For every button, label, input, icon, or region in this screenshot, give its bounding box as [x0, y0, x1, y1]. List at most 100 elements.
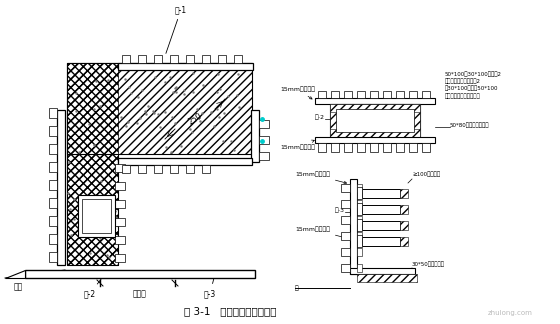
Bar	[170, 165, 178, 173]
Bar	[357, 143, 365, 152]
Bar	[57, 110, 65, 265]
Bar	[331, 91, 339, 98]
Text: zhulong.com: zhulong.com	[488, 310, 533, 316]
Bar	[170, 55, 178, 63]
Bar	[330, 129, 420, 137]
Bar	[341, 184, 350, 192]
Bar	[259, 152, 269, 160]
Bar	[370, 143, 378, 152]
Bar	[362, 221, 400, 230]
Bar	[362, 205, 400, 214]
Text: 钢管: 钢管	[13, 282, 22, 291]
Text: 15mm厚多层板: 15mm厚多层板	[295, 226, 347, 239]
Bar	[330, 104, 338, 137]
Bar	[400, 221, 408, 230]
Bar	[115, 236, 125, 244]
Bar	[186, 55, 194, 63]
Bar	[344, 91, 352, 98]
Bar	[383, 143, 391, 152]
Bar	[315, 137, 435, 143]
Bar	[357, 274, 417, 282]
Text: 30*50元通竹模板: 30*50元通竹模板	[412, 261, 445, 267]
Bar	[341, 232, 350, 240]
Bar	[412, 104, 420, 137]
Bar	[49, 126, 57, 136]
Bar	[336, 109, 414, 132]
Text: 15mm厚多层板: 15mm厚多层板	[280, 87, 315, 99]
Bar	[218, 55, 226, 63]
Bar	[422, 143, 430, 152]
Bar	[409, 143, 417, 152]
Bar	[357, 216, 362, 224]
Text: 模-2: 模-2	[315, 114, 325, 120]
Bar	[49, 198, 57, 208]
Bar	[344, 143, 352, 152]
Bar	[118, 63, 253, 70]
Text: 图 3-1   外框架梁模板配置图: 图 3-1 外框架梁模板配置图	[184, 306, 276, 316]
Text: 15mm厚多层板: 15mm厚多层板	[295, 171, 347, 184]
Bar	[25, 270, 255, 278]
Bar	[396, 143, 404, 152]
Bar	[49, 216, 57, 226]
Text: 模-1: 模-1	[166, 5, 187, 53]
Text: 模-3: 模-3	[204, 277, 216, 298]
Bar	[202, 55, 210, 63]
Bar	[186, 165, 194, 173]
Bar	[49, 180, 57, 190]
Bar	[357, 184, 362, 192]
Bar	[400, 205, 408, 214]
Bar	[234, 55, 242, 63]
Bar	[154, 165, 162, 173]
Bar	[357, 219, 362, 231]
Bar	[357, 264, 362, 272]
Bar	[122, 165, 130, 173]
Bar	[115, 254, 125, 262]
Bar	[396, 91, 404, 98]
Bar	[341, 200, 350, 208]
Bar	[122, 55, 130, 63]
Bar	[370, 91, 378, 98]
Bar	[49, 108, 57, 118]
Bar	[357, 187, 362, 199]
Bar	[357, 248, 362, 256]
Text: 模: 模	[295, 285, 298, 291]
Bar	[331, 143, 339, 152]
Bar	[357, 91, 365, 98]
Bar	[115, 182, 125, 190]
Bar	[357, 200, 362, 208]
Bar	[67, 63, 118, 265]
Bar	[49, 252, 57, 262]
Bar	[138, 165, 146, 173]
Bar	[330, 104, 420, 112]
Bar	[115, 200, 125, 208]
Bar	[138, 55, 146, 63]
Bar	[400, 237, 408, 246]
Bar	[49, 234, 57, 244]
Bar	[115, 164, 125, 172]
Bar	[341, 264, 350, 272]
Bar	[259, 120, 269, 128]
Text: 15mm厚多层板: 15mm厚多层板	[280, 140, 315, 150]
Bar	[362, 189, 400, 198]
Bar	[78, 195, 115, 237]
Bar	[49, 144, 57, 154]
Bar	[259, 136, 269, 144]
Bar	[67, 63, 252, 154]
Bar	[330, 104, 420, 137]
Bar	[251, 110, 259, 162]
Polygon shape	[5, 270, 25, 278]
Text: 模-2: 模-2	[84, 276, 103, 298]
Bar	[357, 232, 362, 240]
Text: 50*100、30*100木方各2
根，叠放，钉牢。其中2
根30*100木方凿50*100
木方刨成（须室面刨光）: 50*100、30*100木方各2 根，叠放，钉牢。其中2 根30*100木方凿…	[445, 71, 502, 99]
Text: 碗扣架: 碗扣架	[133, 289, 147, 298]
Bar	[362, 237, 400, 246]
Bar	[409, 91, 417, 98]
Text: 模-3: 模-3	[335, 207, 345, 213]
Bar	[350, 179, 357, 274]
Bar	[341, 248, 350, 256]
Bar	[318, 91, 326, 98]
Bar	[118, 158, 252, 165]
Bar	[341, 216, 350, 224]
Bar	[315, 98, 435, 104]
Bar	[350, 268, 415, 274]
